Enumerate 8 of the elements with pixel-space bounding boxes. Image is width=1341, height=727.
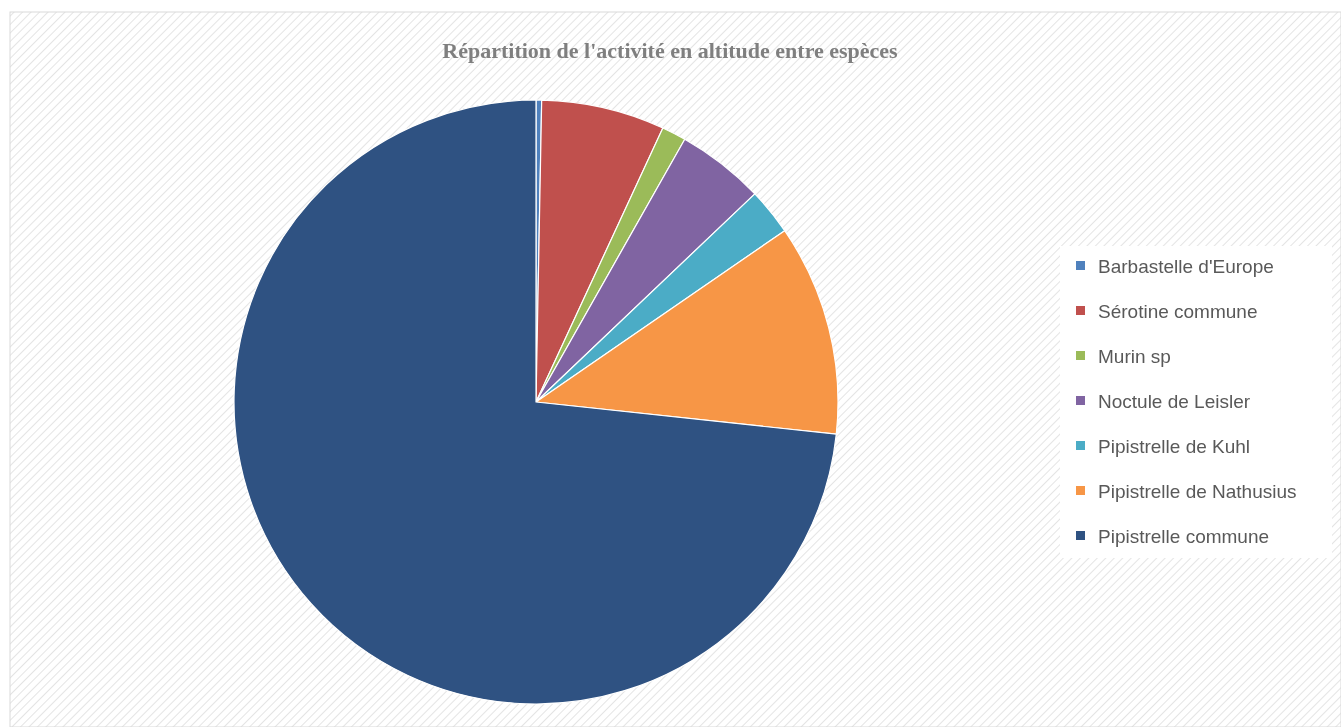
- legend-label: Pipistrelle commune: [1098, 526, 1270, 547]
- legend-label: Pipistrelle de Kuhl: [1098, 436, 1251, 457]
- legend-label: Barbastelle d'Europe: [1098, 256, 1274, 277]
- chart-title: Répartition de l'activité en altitude entre espèces: [442, 38, 899, 63]
- legend-label: Murin sp: [1098, 346, 1171, 367]
- legend-label: Sérotine commune: [1098, 301, 1258, 322]
- legend-label: Pipistrelle de Nathusius: [1098, 481, 1297, 502]
- legend-label: Noctule de Leisler: [1098, 391, 1251, 412]
